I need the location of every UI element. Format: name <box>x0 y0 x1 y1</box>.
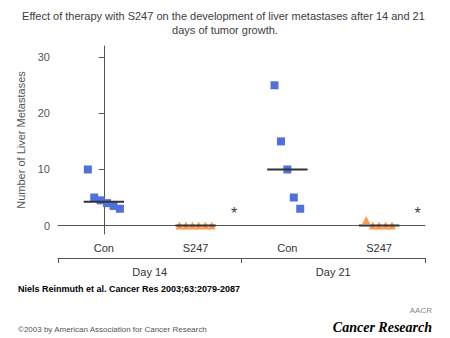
svg-text:*: * <box>415 205 421 222</box>
svg-text:Con: Con <box>94 242 114 254</box>
svg-text:20: 20 <box>38 107 50 119</box>
svg-text:Con: Con <box>277 242 297 254</box>
svg-text:10: 10 <box>38 163 50 175</box>
svg-text:S247: S247 <box>183 242 209 254</box>
svg-text:Niels Reinmuth et al. Cancer R: Niels Reinmuth et al. Cancer Res 2003;63… <box>18 284 240 294</box>
svg-text:Cancer Research: Cancer Research <box>333 320 432 335</box>
svg-text:*: * <box>231 205 237 222</box>
svg-text:S247: S247 <box>366 242 392 254</box>
svg-text:Day 14: Day 14 <box>132 266 167 278</box>
svg-text:Number of Liver Metastases: Number of Liver Metastases <box>15 71 27 209</box>
svg-text:0: 0 <box>44 220 50 232</box>
svg-text:Day 21: Day 21 <box>316 266 351 278</box>
svg-text:Effect of therapy with S247 on: Effect of therapy with S247 on the devel… <box>22 10 428 22</box>
svg-text:©2003 by American Association: ©2003 by American Association for Cancer… <box>18 325 207 334</box>
svg-text:30: 30 <box>38 51 50 63</box>
svg-text:AACR: AACR <box>410 306 432 315</box>
svg-text:days of tumor growth.: days of tumor growth. <box>172 24 278 36</box>
